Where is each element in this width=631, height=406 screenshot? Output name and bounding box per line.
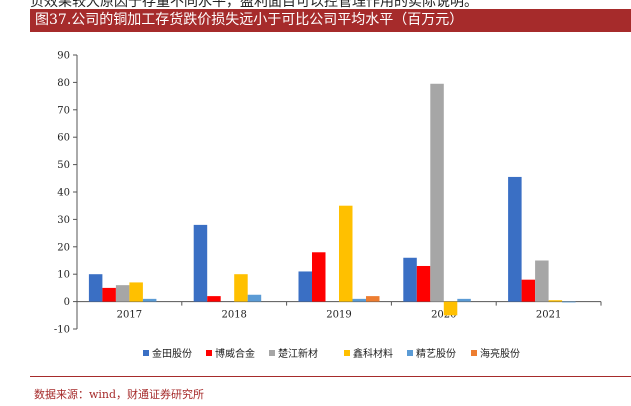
top-text-fragment: 负效果较大原因于存量不同水平，盈利面目可以控管理作用的实际说明。 <box>30 0 478 10</box>
source-note: 数据来源：wind，财通证券研究所 <box>34 388 205 401</box>
y-tick-label: 80 <box>57 78 70 89</box>
y-tick-label: 10 <box>57 270 70 281</box>
legend-label: 博威合金 <box>215 347 255 360</box>
x-tick-label: 2017 <box>117 310 142 321</box>
bar <box>403 257 417 302</box>
legend-label: 楚江新材 <box>278 347 318 360</box>
bar <box>312 252 326 302</box>
chart-title: 图37.公司的铜加工存货跌价损失远小于可比公司平均水平（百万元） <box>30 9 631 32</box>
bar <box>352 298 366 302</box>
legend-swatch <box>269 350 275 356</box>
bar <box>88 274 103 302</box>
bar <box>193 224 208 302</box>
legend-swatch <box>143 350 149 356</box>
legend-swatch <box>344 350 350 356</box>
legend-label: 海亮股份 <box>480 347 520 360</box>
bar <box>535 260 549 302</box>
y-tick-label: 90 <box>57 51 70 62</box>
bar <box>247 294 262 302</box>
legend-swatch <box>407 350 413 356</box>
source-divider <box>30 376 631 377</box>
bar <box>339 205 353 302</box>
bar <box>548 300 563 302</box>
legend-label: 精艺股份 <box>416 347 456 360</box>
bar <box>129 282 143 302</box>
axes: -100102030405060708090201720182019202020… <box>54 51 602 336</box>
legend-swatch <box>206 350 212 356</box>
bar <box>508 176 522 302</box>
legend-label: 鑫科材料 <box>353 347 393 360</box>
bar <box>234 274 248 302</box>
y-tick-label: 20 <box>57 242 70 253</box>
bar <box>521 279 536 302</box>
bar <box>416 265 431 302</box>
bar <box>298 271 312 302</box>
x-tick-label: 2019 <box>326 310 351 321</box>
y-tick-label: -10 <box>54 325 70 336</box>
legend-swatch <box>471 350 477 356</box>
bar <box>457 298 471 302</box>
bar <box>366 296 380 302</box>
y-tick-label: 30 <box>57 215 70 226</box>
y-tick-label: 60 <box>57 133 70 144</box>
bar <box>207 296 221 302</box>
legend: 金田股份 博威合金 楚江新材 鑫科材料 精艺股份 海亮股份 <box>143 347 520 360</box>
y-tick-label: 70 <box>57 105 70 116</box>
bar <box>102 287 116 302</box>
y-tick-label: 40 <box>57 188 70 199</box>
bars <box>88 83 576 316</box>
x-tick-label: 2021 <box>536 310 561 321</box>
y-tick-label: 0 <box>64 297 70 308</box>
bar <box>443 301 458 316</box>
x-tick-label: 2018 <box>221 310 246 321</box>
bar <box>142 298 157 302</box>
bar <box>562 301 576 303</box>
legend-label: 金田股份 <box>152 347 192 360</box>
bar <box>430 83 444 302</box>
bar <box>115 285 130 302</box>
y-tick-label: 50 <box>57 160 70 171</box>
